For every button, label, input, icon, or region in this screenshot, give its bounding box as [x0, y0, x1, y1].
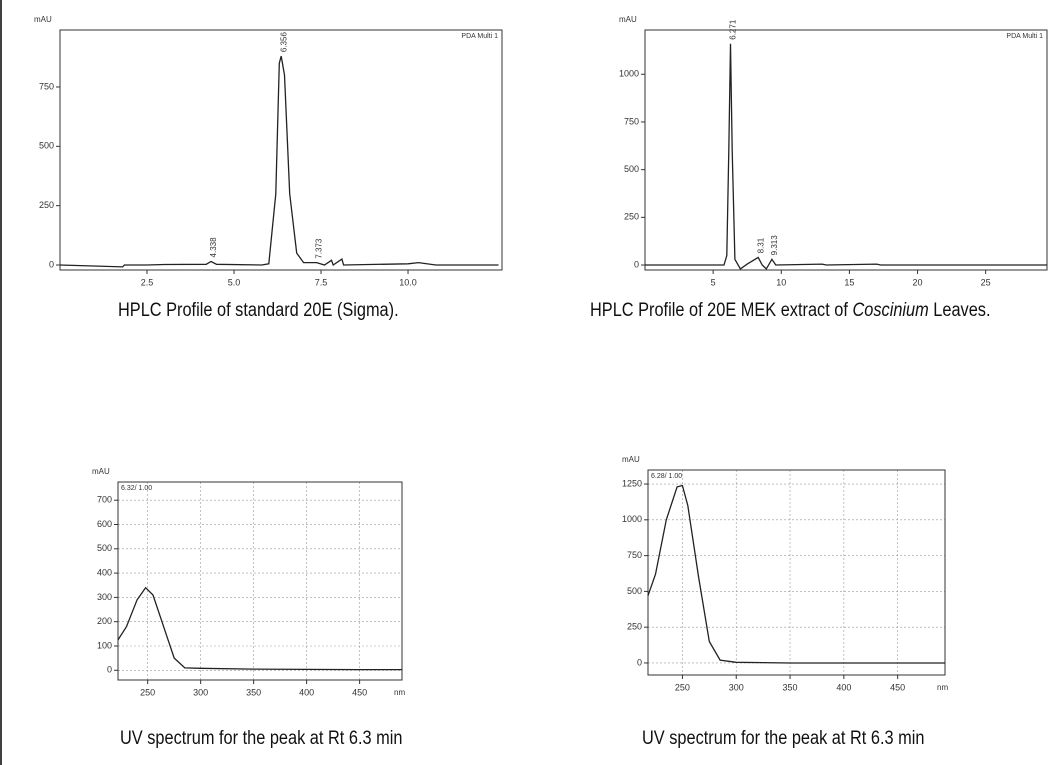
y-tick-label: 500: [39, 141, 54, 151]
caption-text: UV spectrum for the peak at Rt 6.3 min: [642, 728, 925, 749]
y-tick-label: 750: [39, 81, 54, 91]
x-tick-label: 350: [783, 682, 798, 692]
y-tick-label: 250: [39, 200, 54, 210]
plot-frame: [59, 29, 503, 271]
y-tick-label: 100: [97, 640, 112, 650]
trace: [117, 586, 402, 671]
y-tick-label: 250: [627, 622, 642, 632]
peak-label: 6.356: [279, 32, 288, 53]
y-unit: mAU: [622, 455, 640, 464]
y-tick-label: 0: [634, 259, 639, 269]
x-tick-label: 250: [675, 682, 690, 692]
x-tick-label: 400: [836, 682, 851, 692]
y-tick-label: 700: [97, 495, 112, 505]
y-tick-label: 0: [107, 665, 112, 675]
y-tick-label: 600: [97, 519, 112, 529]
x-tick-label: 450: [352, 687, 367, 697]
y-unit: mAU: [619, 15, 637, 24]
y-tick-label: 200: [97, 616, 112, 626]
y-unit: mAU: [92, 467, 110, 476]
x-tick-label: 10.0: [399, 277, 417, 287]
x-tick-label: 10: [776, 277, 786, 287]
peak-label: 7.373: [315, 238, 324, 259]
plot-frame: [644, 29, 1048, 271]
caption: UV spectrum for the peak at Rt 6.3 min: [642, 728, 924, 750]
y-tick-label: 1000: [622, 514, 642, 524]
legend-text: 6.32/ 1.00: [121, 485, 152, 492]
x-tick-label: 450: [890, 682, 905, 692]
x-tick-label: 300: [193, 687, 208, 697]
y-tick-label: 400: [97, 567, 112, 577]
y-tick-label: 250: [624, 212, 639, 222]
y-tick-label: 750: [624, 116, 639, 126]
y-tick-label: 750: [627, 550, 642, 560]
peak-label: 6.271: [729, 19, 738, 40]
plot-frame: [647, 469, 946, 676]
caption-text: UV spectrum for the peak at Rt 6.3 min: [120, 728, 403, 749]
peak-label: 9.313: [770, 235, 779, 256]
y-tick-label: 300: [97, 592, 112, 602]
y-tick-label: 1250: [622, 478, 642, 488]
y-tick-label: 500: [624, 164, 639, 174]
y-tick-label: 500: [97, 543, 112, 553]
x-tick-label: 400: [299, 687, 314, 697]
caption: HPLC Profile of standard 20E (Sigma).: [118, 300, 399, 322]
legend-text: PDA Multi 1: [461, 33, 498, 40]
plot-frame: [117, 481, 403, 681]
x-tick-label: 250: [140, 687, 155, 697]
y-tick-label: 0: [49, 259, 54, 269]
trace: [645, 43, 1047, 270]
y-unit: mAU: [34, 15, 52, 24]
legend-text: PDA Multi 1: [1006, 33, 1043, 40]
y-tick-label: 500: [627, 586, 642, 596]
x-tick-label: 5.0: [228, 277, 241, 287]
x-tick-label: 300: [729, 682, 744, 692]
trace: [59, 55, 499, 268]
y-tick-label: 1000: [619, 69, 639, 79]
peak-label: 8.31: [756, 237, 765, 253]
caption-text: Leaves.: [928, 300, 991, 321]
x-tick-label: 2.5: [141, 277, 154, 287]
x-tick-label: 15: [844, 277, 854, 287]
x-tick-label: 5: [711, 277, 716, 287]
caption-text: HPLC Profile of standard 20E (Sigma).: [118, 300, 399, 321]
caption: UV spectrum for the peak at Rt 6.3 min: [120, 728, 402, 750]
x-tick-label: 20: [913, 277, 923, 287]
legend-text: 6.28/ 1.00: [651, 473, 682, 480]
peak-label: 4.338: [209, 237, 218, 258]
y-tick-label: 0: [637, 657, 642, 667]
x-tick-label: 25: [981, 277, 991, 287]
caption: HPLC Profile of 20E MEK extract of Cosci…: [590, 300, 991, 322]
x-tick-label: 350: [246, 687, 261, 697]
x-unit: nm: [394, 688, 405, 697]
trace: [647, 484, 945, 664]
x-unit: nm: [937, 683, 948, 692]
caption-text: Coscinium: [852, 300, 929, 321]
x-tick-label: 7.5: [315, 277, 328, 287]
caption-text: HPLC Profile of 20E MEK extract of: [590, 300, 853, 321]
